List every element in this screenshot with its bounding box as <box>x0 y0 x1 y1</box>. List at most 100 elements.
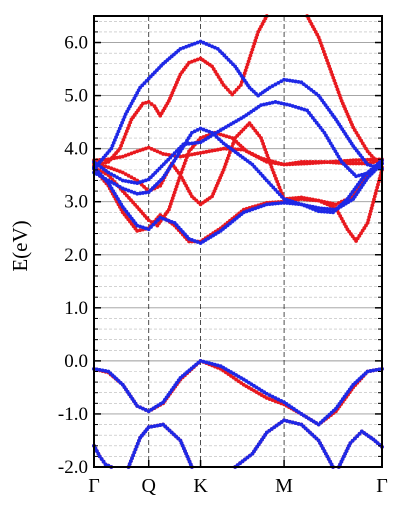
band-point <box>129 180 134 184</box>
band-point <box>134 444 139 449</box>
band-point <box>187 141 191 146</box>
band-point <box>357 173 361 178</box>
band-point <box>195 240 200 244</box>
band-point <box>170 196 175 201</box>
band-point <box>256 154 261 159</box>
band-point <box>215 363 220 368</box>
y-tick-label: -2.0 <box>58 457 88 478</box>
band-point <box>253 38 258 43</box>
band-point <box>319 44 324 48</box>
band-point <box>302 107 307 112</box>
band-7 <box>126 422 194 469</box>
band-point <box>328 210 333 215</box>
band-point <box>121 137 126 142</box>
band-point <box>164 152 168 157</box>
band-point <box>198 150 203 155</box>
band-point <box>365 162 370 167</box>
band-point <box>132 450 137 455</box>
band-point <box>120 178 125 183</box>
band-point <box>115 183 119 188</box>
band-point <box>236 147 240 152</box>
band-point <box>106 178 111 183</box>
band-point <box>143 146 148 151</box>
y-tick-label: 4.0 <box>64 139 88 160</box>
band-point <box>282 162 286 167</box>
band-point <box>94 367 99 372</box>
band-point <box>325 58 329 63</box>
band-point <box>290 199 295 204</box>
x-tick-label: K <box>193 475 208 497</box>
band-point <box>207 149 212 154</box>
band-point <box>112 181 117 186</box>
band-point <box>369 206 374 211</box>
band-point <box>276 161 281 165</box>
band-point <box>290 162 295 167</box>
band-point <box>325 202 330 207</box>
band-point <box>270 201 275 206</box>
band-point <box>192 239 197 243</box>
band-point <box>244 209 249 214</box>
band-point <box>97 454 102 459</box>
band-point <box>213 362 217 367</box>
band-point <box>296 162 301 166</box>
band-point <box>198 136 203 140</box>
band-point <box>243 68 248 73</box>
band-point <box>198 358 203 363</box>
band-point <box>146 145 151 150</box>
band-point <box>310 197 315 202</box>
band-point <box>146 425 151 430</box>
band-point <box>117 126 122 131</box>
band-point <box>270 167 275 172</box>
band-point <box>218 132 223 137</box>
band-point <box>375 185 380 190</box>
band-point <box>175 181 180 186</box>
band-point <box>331 201 335 206</box>
band-point <box>368 212 372 216</box>
band-point <box>332 78 337 83</box>
band-point <box>285 78 289 83</box>
band-series-2 <box>92 39 384 469</box>
band-point <box>274 176 278 181</box>
band-point <box>296 105 301 110</box>
plot-border <box>93 15 383 468</box>
band-point <box>168 202 173 206</box>
band-point <box>285 419 289 423</box>
band-point <box>192 141 197 145</box>
x-tick-label: Q <box>141 475 156 497</box>
band-point <box>169 219 174 224</box>
band-point <box>180 167 185 172</box>
band-point <box>190 141 194 146</box>
band-point <box>201 359 206 364</box>
band-point <box>138 180 142 185</box>
band-point <box>100 175 105 180</box>
band-point <box>325 160 330 165</box>
band-point <box>232 139 236 143</box>
band-point <box>373 191 378 196</box>
band-point <box>273 399 278 404</box>
band-point <box>169 199 174 203</box>
band-point <box>198 39 203 44</box>
band-point <box>115 132 120 137</box>
band-point <box>190 130 194 135</box>
band-point <box>126 173 131 178</box>
band-7 <box>305 14 384 170</box>
band-point <box>270 398 275 403</box>
band-point <box>152 148 157 153</box>
band-point <box>270 159 275 164</box>
band-point <box>238 147 243 152</box>
band-point <box>376 182 380 187</box>
band-point <box>132 176 137 181</box>
band-point <box>221 146 226 151</box>
band-point <box>276 182 281 187</box>
band-point <box>210 44 214 49</box>
band-point <box>260 139 264 143</box>
band-point <box>120 140 125 145</box>
band-point <box>250 152 255 156</box>
band-point <box>319 209 324 214</box>
band-point <box>269 165 274 169</box>
band-point <box>195 40 200 45</box>
band-point <box>324 55 328 60</box>
band-point <box>308 161 312 166</box>
band-point <box>377 176 382 181</box>
